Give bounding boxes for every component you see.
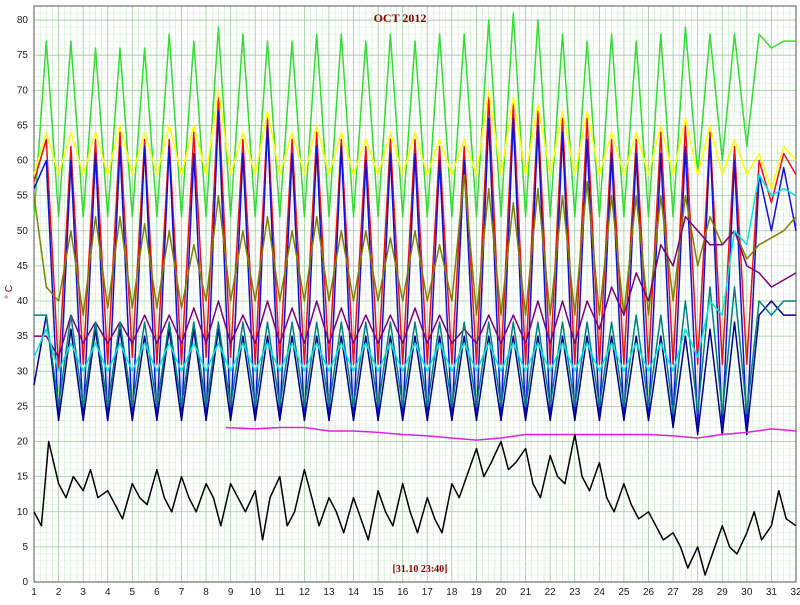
y-tick-label: 10 — [17, 507, 29, 518]
series-line-11 — [33, 433, 797, 576]
x-tick-label: 8 — [203, 587, 209, 598]
x-tick-label: 4 — [105, 587, 111, 598]
x-tick-label: 14 — [348, 587, 360, 598]
x-tick-label: 20 — [495, 587, 507, 598]
x-tick-label: 7 — [179, 587, 185, 598]
plot-frame — [33, 5, 797, 583]
x-tick-label: 30 — [741, 587, 753, 598]
x-tick-label: 10 — [250, 587, 262, 598]
x-tick-label: 25 — [618, 587, 630, 598]
x-tick-label: 18 — [446, 587, 458, 598]
x-tick-label: 1 — [31, 587, 37, 598]
series-line-2 — [33, 96, 797, 373]
x-tick-label: 19 — [471, 587, 483, 598]
y-tick-label: 70 — [17, 85, 29, 96]
y-tick-label: 55 — [17, 191, 29, 202]
y-tick-label: 0 — [22, 577, 28, 588]
chart-title: OCT 2012 — [374, 11, 427, 25]
x-tick-label: 13 — [323, 587, 335, 598]
series-line-7 — [34, 286, 796, 415]
series-line-9 — [33, 89, 797, 190]
x-tick-label: 9 — [228, 587, 234, 598]
y-axis-label: ° C — [4, 285, 15, 299]
x-tick-label: 29 — [717, 587, 729, 598]
x-tick-label: 6 — [154, 587, 160, 598]
y-tick-label: 80 — [17, 15, 29, 26]
y-tick-label: 20 — [17, 437, 29, 448]
y-tick-label: 45 — [17, 261, 29, 272]
x-tick-label: 3 — [80, 587, 86, 598]
y-tick-label: 40 — [17, 296, 29, 307]
x-tick-label: 24 — [594, 587, 606, 598]
x-tick-label: 28 — [692, 587, 704, 598]
series-line-4 — [33, 300, 796, 436]
x-tick-label: 23 — [569, 587, 581, 598]
y-tick-label: 60 — [17, 156, 29, 167]
y-tick-label: 65 — [17, 120, 29, 131]
y-tick-label: 35 — [17, 331, 29, 342]
x-tick-label: 5 — [130, 587, 136, 598]
series-line-3 — [33, 110, 797, 429]
x-tick-label: 17 — [422, 587, 434, 598]
x-tick-label: 32 — [790, 587, 800, 598]
x-tick-label: 12 — [299, 587, 311, 598]
x-tick-label: 22 — [545, 587, 557, 598]
y-tick-label: 75 — [17, 50, 29, 61]
x-tick-label: 26 — [643, 587, 655, 598]
y-tick-label: 25 — [17, 401, 29, 412]
cursor-timestamp-label: [31.10 23:40] — [393, 564, 448, 575]
y-tick-label: 30 — [17, 366, 29, 377]
x-tick-label: 21 — [520, 587, 532, 598]
x-tick-label: 15 — [373, 587, 385, 598]
x-tick-label: 31 — [766, 587, 778, 598]
series-line-10 — [225, 426, 797, 441]
y-tick-label: 50 — [17, 226, 29, 237]
series-line-6 — [34, 215, 797, 358]
x-tick-label: 16 — [397, 587, 409, 598]
series-line-8 — [33, 173, 797, 373]
x-tick-label: 2 — [56, 587, 62, 598]
y-tick-label: 5 — [22, 542, 28, 553]
series-layer — [33, 12, 797, 576]
x-tick-label: 27 — [668, 587, 680, 598]
series-line-5 — [33, 173, 797, 316]
y-tick-label: 15 — [17, 472, 29, 483]
x-tick-label: 11 — [275, 587, 286, 598]
